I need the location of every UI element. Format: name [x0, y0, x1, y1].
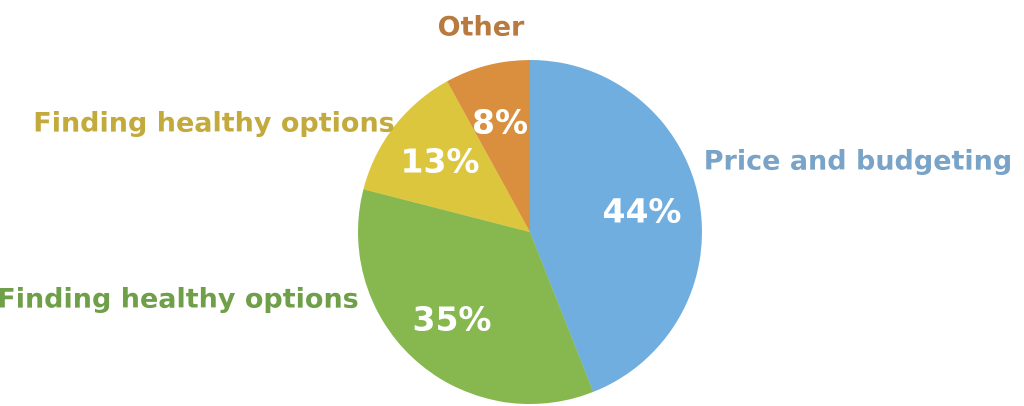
value-label-finding-healthy-options: 35%	[413, 300, 492, 339]
slice-other	[447, 60, 530, 232]
category-label-other: Other	[438, 12, 525, 43]
value-label-finding-healthy-options-small: 13%	[401, 142, 480, 181]
pie-slices	[357, 60, 702, 405]
category-label-finding-healthy-options-small: Finding healthy options	[33, 108, 394, 139]
slice-finding-healthy-options-small	[363, 81, 530, 232]
value-label-price-and-budgeting: 44%	[603, 192, 682, 231]
slice-category-labels: Price and budgeting Finding healthy opti…	[0, 12, 1012, 315]
slice-value-labels: 44% 35% 13% 8%	[401, 103, 682, 339]
slice-price-and-budgeting	[530, 60, 702, 392]
category-label-finding-healthy-options: Finding healthy options	[0, 284, 359, 315]
value-label-other: 8%	[472, 103, 528, 142]
slice-finding-healthy-options	[357, 189, 594, 405]
category-label-price-and-budgeting: Price and budgeting	[704, 146, 1012, 177]
